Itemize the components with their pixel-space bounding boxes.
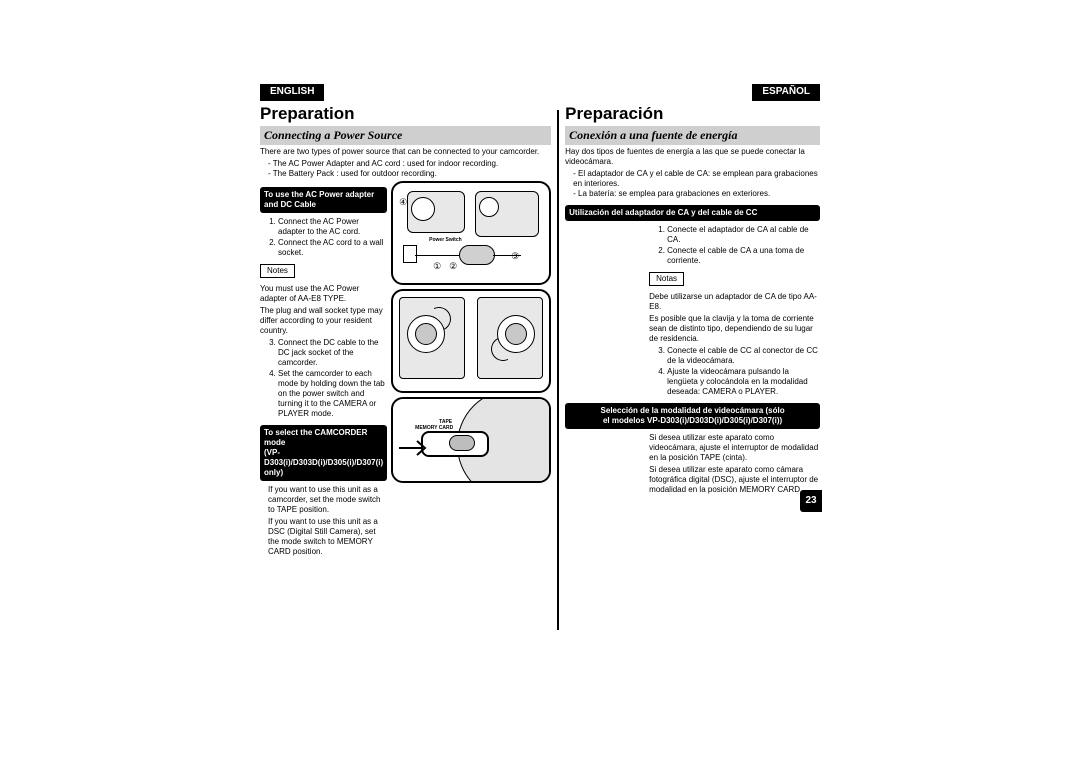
intro-es: Hay dos tipos de fuentes de energía a la… [565, 147, 820, 167]
subhead-es-2: Selección de la modalidad de videocámara… [565, 403, 820, 429]
notes-label-en: Notes [260, 264, 295, 278]
step-en-3: Connect the DC cable to the DC jack sock… [278, 338, 387, 368]
subhead-en-2: To select the CAMCORDER mode (VP-D303(i)… [260, 425, 387, 481]
page-title-es: Preparación [565, 103, 820, 124]
section-bar-en: Connecting a Power Source [260, 126, 551, 145]
intro-en: There are two types of power source that… [260, 147, 551, 157]
body2-en-2: If you want to use this unit as a DSC (D… [260, 517, 387, 557]
step-es-1: Conecte el adaptador de CA al cable de C… [667, 225, 820, 245]
step-en-4: Set the camcorder to each mode by holdin… [278, 369, 387, 419]
notes-es-2: Es posible que la clavija y la toma de c… [649, 314, 820, 344]
bullet-en-2: The Battery Pack : used for outdoor reco… [268, 169, 551, 179]
circ-2: ② [449, 261, 457, 272]
step-en-1: Connect the AC Power adapter to the AC c… [278, 217, 387, 237]
section-bar-es: Conexión a una fuente de energía [565, 126, 820, 145]
notes-es-1: Debe utilizarse un adaptador de CA de ti… [649, 292, 820, 312]
diagram-power-switch [391, 289, 551, 393]
subhead-es-1: Utilización del adaptador de CA y del ca… [565, 205, 820, 221]
circ-1: ① [433, 261, 441, 272]
arrow-icon [397, 437, 433, 459]
page-number: 23 [800, 490, 822, 512]
step-es-3: Conecte el cable de CC al conector de CC… [667, 346, 820, 366]
power-switch-label: Power Switch [429, 237, 462, 243]
bullet-es-1: El adaptador de CA y el cable de CA: se … [573, 169, 820, 189]
lang-badge-en: ENGLISH [260, 84, 324, 101]
subhead-en-1: To use the AC Power adapter and DC Cable [260, 187, 387, 213]
page-title-en: Preparation [260, 103, 551, 124]
body2-en-1: If you want to use this unit as a camcor… [260, 485, 387, 515]
body2-es-1: Si desea utilizar este aparato como vide… [649, 433, 820, 463]
lang-badge-es: ESPAÑOL [752, 84, 820, 101]
step-es-4: Ajuste la videocámara pulsando la lengüe… [667, 367, 820, 397]
step-es-2: Conecte el cable de CA a una toma de cor… [667, 246, 820, 266]
body2-es-2: Si desea utilizar este aparato como cáma… [649, 465, 820, 495]
notes-label-es: Notas [649, 272, 684, 286]
circ-3: ③ [511, 251, 519, 262]
diagram-mode-switch: TAPE MEMORY CARD [391, 397, 551, 483]
notes-en-2: The plug and wall socket type may differ… [260, 306, 387, 336]
bullet-en-1: The AC Power Adapter and AC cord : used … [268, 159, 551, 169]
circ-4: ④ [399, 197, 407, 208]
diagram-power-connection: ④ ① ② ③ Power Switch [391, 181, 551, 285]
step-en-2: Connect the AC cord to a wall socket. [278, 238, 387, 258]
memcard-label: MEMORY CARD [415, 425, 453, 431]
bullet-es-2: La batería: se emplea para grabaciones e… [573, 189, 820, 199]
notes-en-1: You must use the AC Power adapter of AA-… [260, 284, 387, 304]
